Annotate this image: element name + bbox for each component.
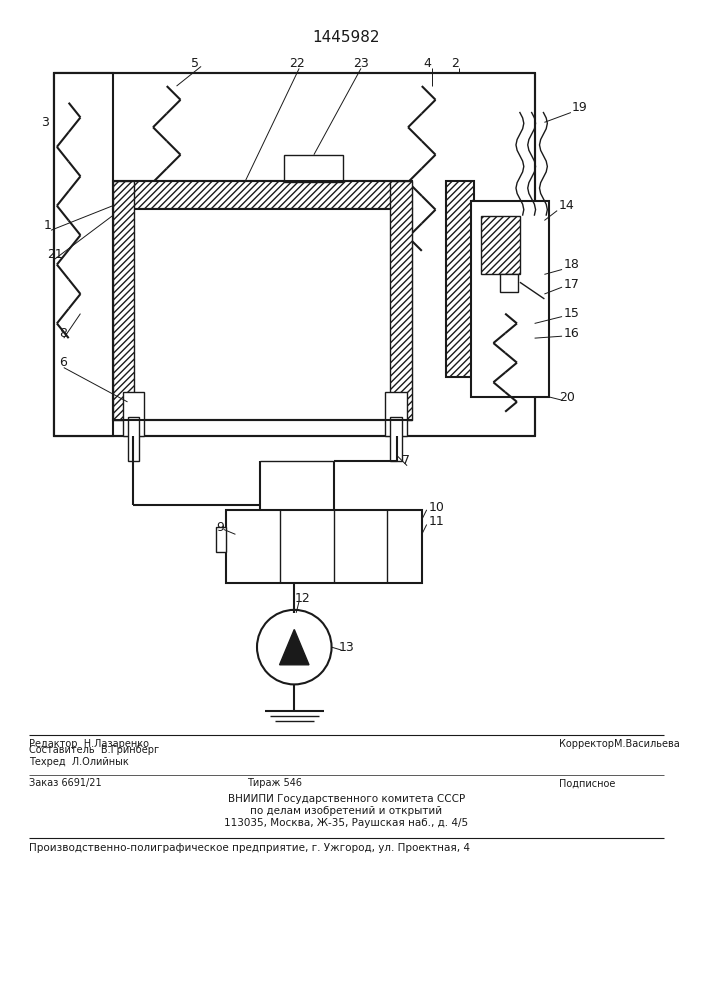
Bar <box>481 216 520 274</box>
Bar <box>113 181 134 420</box>
Bar <box>216 527 226 552</box>
Text: 14: 14 <box>559 199 575 212</box>
Text: 6: 6 <box>59 356 66 369</box>
Text: 22: 22 <box>289 57 305 70</box>
Bar <box>54 73 534 436</box>
Text: по делам изобретений и открытий: по делам изобретений и открытий <box>250 806 443 816</box>
Text: 20: 20 <box>559 391 575 404</box>
Text: 3: 3 <box>41 116 49 129</box>
Text: КорректорМ.Васильева: КорректорМ.Васильева <box>559 739 680 749</box>
Text: 2: 2 <box>451 57 459 70</box>
Text: 13: 13 <box>339 641 354 654</box>
Text: 12: 12 <box>294 592 310 605</box>
Text: ВНИИПИ Государственного комитета СССР: ВНИИПИ Государственного комитета СССР <box>228 794 465 804</box>
Text: 113035, Москва, Ж-35, Раушская наб., д. 4/5: 113035, Москва, Ж-35, Раушская наб., д. … <box>224 818 468 828</box>
Text: Редактор  Н.Лазаренко: Редактор Н.Лазаренко <box>30 739 149 749</box>
Bar <box>446 181 474 377</box>
Text: 7: 7 <box>402 454 410 467</box>
Bar <box>54 73 113 436</box>
Bar <box>471 201 549 397</box>
Bar <box>127 417 139 461</box>
Text: 16: 16 <box>564 327 580 340</box>
Bar <box>390 181 412 420</box>
Bar <box>113 181 412 209</box>
Text: 1: 1 <box>44 219 52 232</box>
Bar <box>113 209 412 420</box>
Bar <box>226 510 422 583</box>
Bar <box>390 417 402 461</box>
Text: 15: 15 <box>564 307 580 320</box>
Text: 18: 18 <box>564 258 580 271</box>
Text: Тираж 546: Тираж 546 <box>247 778 302 788</box>
Polygon shape <box>279 629 309 665</box>
Text: Заказ 6691/21: Заказ 6691/21 <box>30 778 102 788</box>
Bar <box>501 274 518 292</box>
Text: 23: 23 <box>353 57 369 70</box>
Text: 4: 4 <box>423 57 432 70</box>
Text: 21: 21 <box>47 248 63 261</box>
Text: 9: 9 <box>216 521 223 534</box>
Text: 17: 17 <box>564 278 580 291</box>
Text: 5: 5 <box>192 57 199 70</box>
Text: 8: 8 <box>59 327 67 340</box>
Bar <box>385 392 407 436</box>
Text: 1445982: 1445982 <box>312 30 380 45</box>
Text: Производственно-полиграфическое предприятие, г. Ужгород, ул. Проектная, 4: Производственно-полиграфическое предприя… <box>30 843 470 853</box>
Text: 11: 11 <box>428 515 445 528</box>
Text: Составитель  В.Гринберг: Составитель В.Гринберг <box>30 745 160 755</box>
Text: 10: 10 <box>428 501 445 514</box>
Bar <box>122 392 144 436</box>
Text: Подписное: Подписное <box>559 778 616 788</box>
Bar <box>284 155 344 182</box>
Text: Техред  Л.Олийнык: Техред Л.Олийнык <box>30 757 129 767</box>
Text: 19: 19 <box>572 101 588 114</box>
